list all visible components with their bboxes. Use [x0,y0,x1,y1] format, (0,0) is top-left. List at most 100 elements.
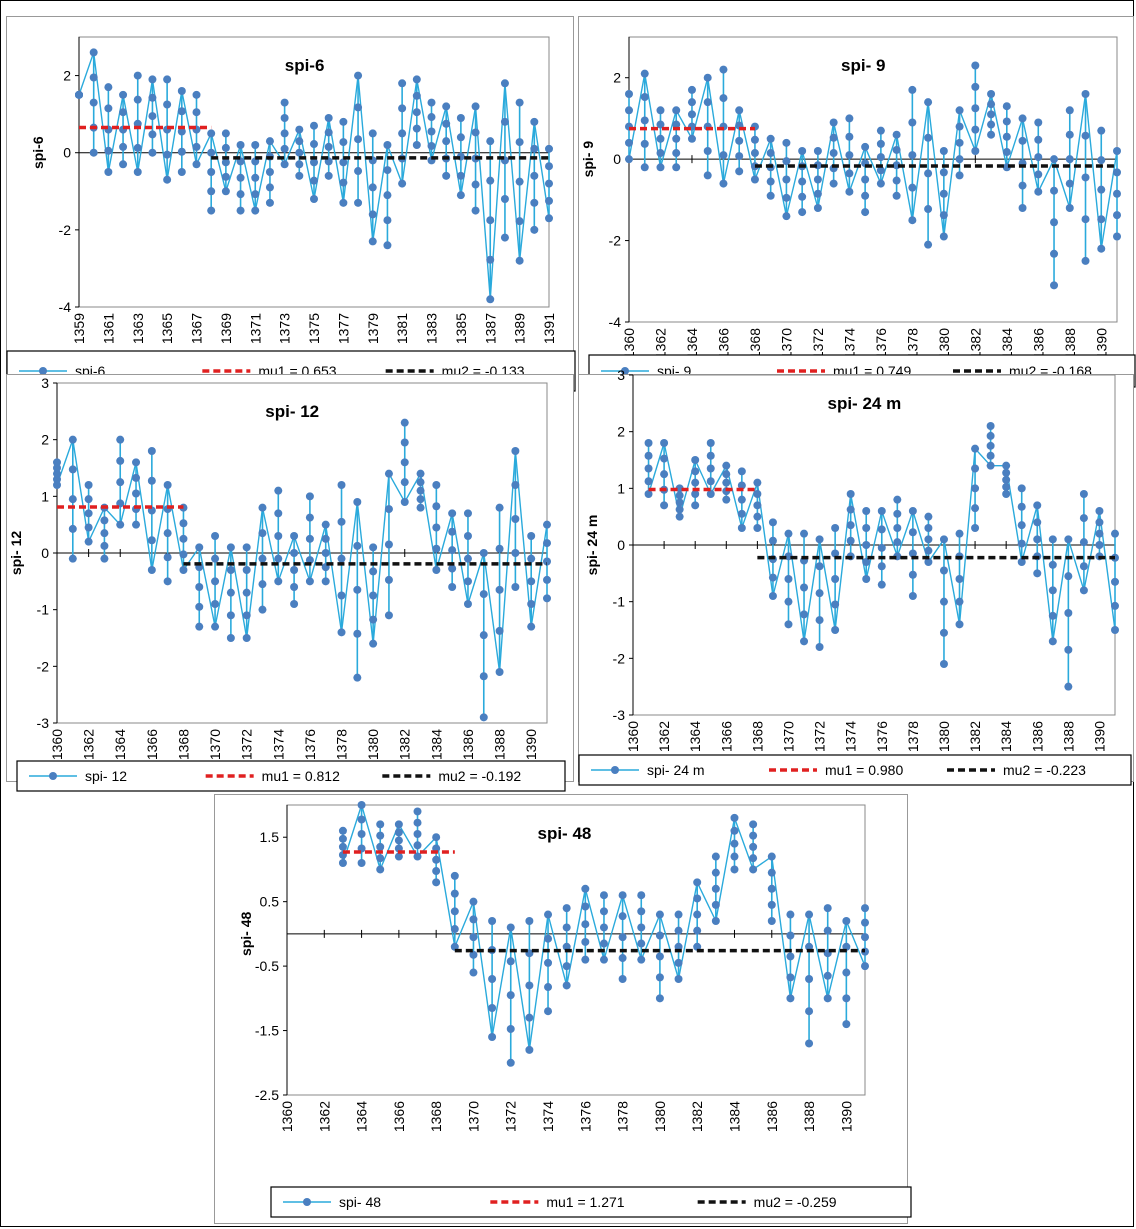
series-point [236,206,245,215]
series-point [469,897,478,906]
series-point [924,546,933,555]
series-point [562,923,571,932]
series-point [842,917,851,925]
series-point [89,148,98,157]
series-point [226,634,235,642]
series-point [893,495,902,504]
y-tick-label: -0.5 [255,958,279,974]
series-point [782,212,791,221]
series-point [544,1007,553,1016]
series-point [939,660,948,668]
series-point [1111,529,1119,538]
series-point [265,168,274,176]
x-tick-label: 1384 [726,1101,742,1132]
series-point [177,168,186,176]
series-point [637,891,646,900]
series-point [908,151,917,160]
series-point [706,477,715,486]
x-tick-label: 1365 [159,313,175,344]
series-point [357,859,366,867]
series-point [637,923,646,932]
panel-spi-6: 2 0 -2 -4 1359 1361 1363 1365 1367 1369 1371 1373 13… [6,16,576,392]
series-point [221,187,230,196]
series-point [831,626,840,634]
series-point [876,139,885,148]
series-point [1033,535,1042,544]
series-point [955,138,964,147]
y-tick-label: 0 [613,151,621,167]
series-point [400,458,409,467]
series-point [527,532,536,540]
series-point [656,134,665,143]
series-point [192,160,201,169]
series-point [242,566,251,574]
series-point [133,71,142,80]
series-point [479,713,488,722]
series-point [1017,502,1026,511]
series-point [338,859,347,867]
series-point [310,121,318,130]
series-point [672,149,681,158]
series-point [1050,218,1059,227]
series-point [398,129,407,138]
series-point [706,439,715,447]
series-point [877,525,886,534]
series-point [104,83,113,92]
x-tick-label: 1373 [277,313,293,344]
series-point [753,490,762,498]
series-point [192,90,201,99]
x-tick-label: 1376 [873,328,889,359]
series-point [192,108,201,117]
series-point [383,166,392,175]
series-point [892,130,901,139]
series-point [846,505,855,514]
series-point [147,566,156,574]
series-point [412,141,421,149]
x-tick-label: 1360 [279,1101,295,1132]
series-point [766,191,775,200]
series-point [845,187,854,196]
series-point [786,931,795,940]
series-point [179,550,188,559]
series-point [876,153,885,162]
series-point [1034,118,1043,127]
series-point [1017,484,1026,493]
series-point [939,189,948,198]
series-point [195,583,204,591]
series-point [339,198,348,207]
x-tick-label: 1384 [428,729,444,760]
series-point [1064,572,1073,581]
series-point [644,451,653,460]
series-point [674,942,683,951]
series-point [687,98,696,107]
series-point [767,900,776,909]
series-point [305,492,314,501]
chart-title: spi- 12 [265,402,319,421]
series-point [1095,507,1104,515]
x-tick-label: 1388 [1062,328,1078,359]
series-point [703,147,712,155]
series-point [163,100,172,109]
series-point [655,994,664,1003]
series-point [599,923,608,932]
series-point [655,910,664,919]
series-point [530,144,539,153]
x-tick-label: 1382 [967,328,983,359]
series-point [321,520,330,529]
series-point [495,626,504,635]
series-point [1002,468,1011,477]
series-point [251,173,260,182]
series-point [706,464,715,473]
series-point [675,491,684,500]
series-point [908,507,917,515]
series-point [242,611,251,620]
series-point [1034,153,1043,162]
series-point [719,151,728,160]
series-point [1048,637,1057,646]
series-point [955,171,964,180]
legend-mu1-label: mu1 = 0.980 [825,762,903,778]
series-point [148,112,157,121]
series-point [432,523,441,532]
series-point [691,467,700,476]
series-point [861,933,869,942]
